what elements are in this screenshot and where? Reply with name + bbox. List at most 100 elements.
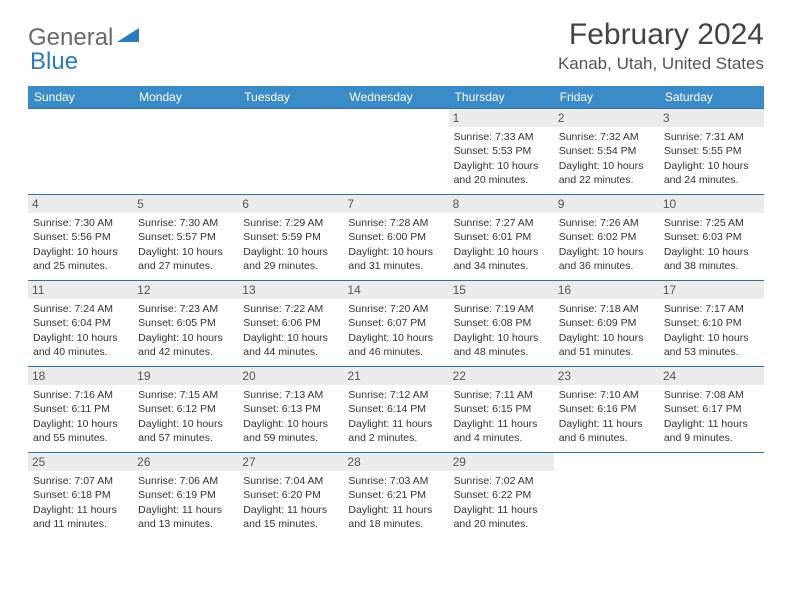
calendar-cell: 28 Sunrise: 7:03 AMSunset: 6:21 PMDayligh… — [343, 452, 448, 538]
calendar-cell — [238, 108, 343, 194]
weekday-header: Friday — [554, 86, 659, 108]
day-number: 3 — [659, 109, 764, 127]
calendar-cell: 27Sunrise: 7:04 AMSunset: 6:20 PMDayligh… — [238, 452, 343, 538]
sunset-text: Sunset: 6:22 PM — [454, 488, 549, 502]
calendar-cell: 15Sunrise: 7:19 AMSunset: 6:08 PMDayligh… — [449, 280, 554, 366]
page-title: February 2024 — [558, 18, 764, 52]
daylight-text: Daylight: 10 hours and 34 minutes. — [454, 245, 549, 273]
sunset-text: Sunset: 6:15 PM — [454, 402, 549, 416]
logo-triangle-icon — [117, 26, 139, 47]
calendar-cell — [554, 452, 659, 538]
sunrise-text: Sunrise: 7:19 AM — [454, 302, 549, 316]
calendar-cell: 5Sunrise: 7:30 AMSunset: 5:57 PMDaylight… — [133, 194, 238, 280]
header: General February 2024 Kanab, Utah, Unite… — [28, 18, 764, 74]
sunset-text: Sunset: 6:02 PM — [559, 230, 654, 244]
calendar-cell — [28, 108, 133, 194]
daylight-text: Daylight: 11 hours and 20 minutes. — [454, 503, 549, 531]
sunrise-text: Sunrise: 7:02 AM — [454, 474, 549, 488]
day-number: 27 — [238, 453, 343, 471]
sunrise-text: Sunrise: 7:08 AM — [664, 388, 759, 402]
weekday-header: Wednesday — [343, 86, 448, 108]
daylight-text: Daylight: 10 hours and 31 minutes. — [348, 245, 443, 273]
day-number: 14 — [343, 281, 448, 299]
calendar-cell: 29Sunrise: 7:02 AMSunset: 6:22 PMDayligh… — [449, 452, 554, 538]
daylight-text: Daylight: 10 hours and 42 minutes. — [138, 331, 233, 359]
daylight-text: Daylight: 10 hours and 38 minutes. — [664, 245, 759, 273]
daylight-text: Daylight: 11 hours and 18 minutes. — [348, 503, 443, 531]
day-number: 23 — [554, 367, 659, 385]
sunset-text: Sunset: 6:12 PM — [138, 402, 233, 416]
calendar-cell: 12Sunrise: 7:23 AMSunset: 6:05 PMDayligh… — [133, 280, 238, 366]
sunset-text: Sunset: 6:17 PM — [664, 402, 759, 416]
calendar-cell: 10Sunrise: 7:25 AMSunset: 6:03 PMDayligh… — [659, 194, 764, 280]
sunset-text: Sunset: 6:14 PM — [348, 402, 443, 416]
sunset-text: Sunset: 6:20 PM — [243, 488, 338, 502]
sunrise-text: Sunrise: 7:12 AM — [348, 388, 443, 402]
calendar-cell: 21Sunrise: 7:12 AMSunset: 6:14 PMDayligh… — [343, 366, 448, 452]
day-number: 25 — [28, 453, 133, 471]
day-number: 8 — [449, 195, 554, 213]
daylight-text: Daylight: 10 hours and 57 minutes. — [138, 417, 233, 445]
day-number: 28 — [343, 453, 448, 471]
sunset-text: Sunset: 6:16 PM — [559, 402, 654, 416]
sunrise-text: Sunrise: 7:27 AM — [454, 216, 549, 230]
daylight-text: Daylight: 10 hours and 55 minutes. — [33, 417, 128, 445]
daylight-text: Daylight: 10 hours and 24 minutes. — [664, 159, 759, 187]
calendar-cell: 19Sunrise: 7:15 AMSunset: 6:12 PMDayligh… — [133, 366, 238, 452]
day-number: 5 — [133, 195, 238, 213]
sunset-text: Sunset: 6:07 PM — [348, 316, 443, 330]
day-number: 1 — [449, 109, 554, 127]
sunrise-text: Sunrise: 7:11 AM — [454, 388, 549, 402]
sunrise-text: Sunrise: 7:18 AM — [559, 302, 654, 316]
sunset-text: Sunset: 5:57 PM — [138, 230, 233, 244]
day-number: 11 — [28, 281, 133, 299]
title-block: February 2024 Kanab, Utah, United States — [558, 18, 764, 74]
calendar-cell: 25Sunrise: 7:07 AMSunset: 6:18 PMDayligh… — [28, 452, 133, 538]
daylight-text: Daylight: 11 hours and 11 minutes. — [33, 503, 128, 531]
sunset-text: Sunset: 6:06 PM — [243, 316, 338, 330]
calendar-cell: 22 Sunrise: 7:11 AMSunset: 6:15 PMDayligh… — [449, 366, 554, 452]
day-number: 22 — [449, 367, 554, 385]
daylight-text: Daylight: 10 hours and 25 minutes. — [33, 245, 128, 273]
calendar-cell: 14Sunrise: 7:20 AMSunset: 6:07 PMDayligh… — [343, 280, 448, 366]
logo: General — [28, 18, 141, 52]
sunrise-text: Sunrise: 7:25 AM — [664, 216, 759, 230]
calendar-cell: 2Sunrise: 7:32 AMSunset: 5:54 PMDaylight… — [554, 108, 659, 194]
calendar-cell: 8 Sunrise: 7:27 AMSunset: 6:01 PMDaylight… — [449, 194, 554, 280]
sunset-text: Sunset: 5:59 PM — [243, 230, 338, 244]
day-number: 21 — [343, 367, 448, 385]
daylight-text: Daylight: 10 hours and 44 minutes. — [243, 331, 338, 359]
calendar-cell: 23Sunrise: 7:10 AMSunset: 6:16 PMDayligh… — [554, 366, 659, 452]
weekday-header: Saturday — [659, 86, 764, 108]
calendar-cell: 7Sunrise: 7:28 AMSunset: 6:00 PMDaylight… — [343, 194, 448, 280]
daylight-text: Daylight: 11 hours and 9 minutes. — [664, 417, 759, 445]
daylight-text: Daylight: 11 hours and 4 minutes. — [454, 417, 549, 445]
daylight-text: Daylight: 11 hours and 13 minutes. — [138, 503, 233, 531]
daylight-text: Daylight: 10 hours and 29 minutes. — [243, 245, 338, 273]
sunrise-text: Sunrise: 7:24 AM — [33, 302, 128, 316]
day-number: 10 — [659, 195, 764, 213]
sunset-text: Sunset: 6:21 PM — [348, 488, 443, 502]
day-number: 13 — [238, 281, 343, 299]
calendar-cell: 4Sunrise: 7:30 AMSunset: 5:56 PMDaylight… — [28, 194, 133, 280]
sunrise-text: Sunrise: 7:03 AM — [348, 474, 443, 488]
daylight-text: Daylight: 10 hours and 20 minutes. — [454, 159, 549, 187]
calendar-cell: 16Sunrise: 7:18 AMSunset: 6:09 PMDayligh… — [554, 280, 659, 366]
weekday-header: Sunday — [28, 86, 133, 108]
day-number: 18 — [28, 367, 133, 385]
sunset-text: Sunset: 6:09 PM — [559, 316, 654, 330]
sunrise-text: Sunrise: 7:28 AM — [348, 216, 443, 230]
sunset-text: Sunset: 6:05 PM — [138, 316, 233, 330]
daylight-text: Daylight: 10 hours and 40 minutes. — [33, 331, 128, 359]
day-number: 17 — [659, 281, 764, 299]
calendar-cell — [133, 108, 238, 194]
sunrise-text: Sunrise: 7:04 AM — [243, 474, 338, 488]
calendar-cell: 9Sunrise: 7:26 AMSunset: 6:02 PMDaylight… — [554, 194, 659, 280]
sunrise-text: Sunrise: 7:30 AM — [33, 216, 128, 230]
daylight-text: Daylight: 10 hours and 22 minutes. — [559, 159, 654, 187]
calendar-cell — [343, 108, 448, 194]
sunset-text: Sunset: 5:54 PM — [559, 144, 654, 158]
day-number: 2 — [554, 109, 659, 127]
sunset-text: Sunset: 6:19 PM — [138, 488, 233, 502]
sunset-text: Sunset: 6:01 PM — [454, 230, 549, 244]
